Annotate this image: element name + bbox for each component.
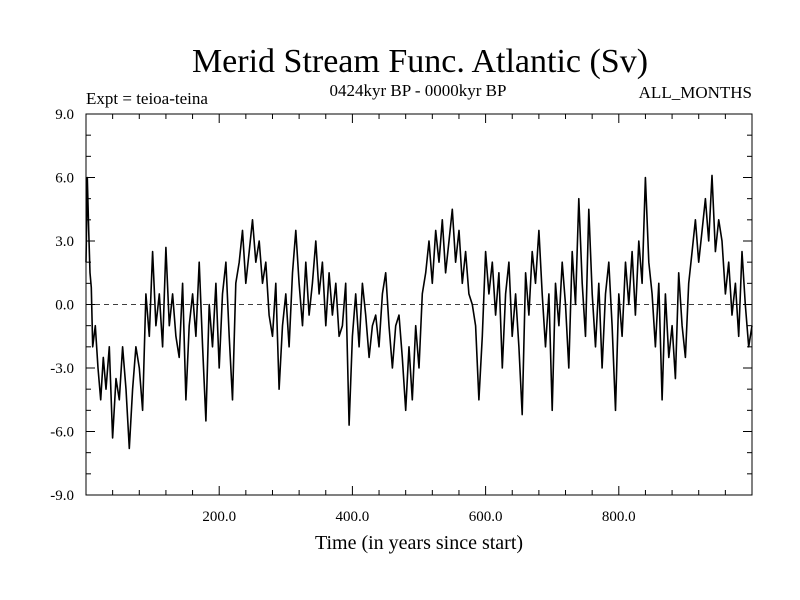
y-tick-label: 9.0 (55, 107, 74, 123)
y-tick-label: 0.0 (55, 298, 74, 314)
chart-title: Merid Stream Func. Atlantic (Sv) (192, 43, 648, 80)
x-tick-label: 600.0 (469, 509, 503, 525)
y-tick-label: 6.0 (55, 171, 74, 187)
series-line (85, 174, 753, 450)
x-tick-label: 400.0 (336, 509, 370, 525)
y-tick-label: 3.0 (55, 234, 74, 250)
x-tick-label: 800.0 (602, 509, 636, 525)
period-label: 0424kyr BP - 0000kyr BP (330, 81, 507, 100)
plot-area: 9.0 6.0 3.0 0.0 -3.0 -6.0 -9.0 200.0 400.0 600.0 8… (50, 107, 753, 525)
months-label: ALL_MONTHS (639, 83, 752, 102)
x-tick-label: 200.0 (202, 509, 236, 525)
x-axis-label: Time (in years since start) (315, 532, 523, 554)
y-tick-label: -3.0 (50, 361, 74, 377)
experiment-label: Expt = teioa-teina (86, 89, 208, 108)
y-tick-label: -6.0 (50, 425, 74, 441)
y-tick-label: -9.0 (50, 488, 74, 504)
